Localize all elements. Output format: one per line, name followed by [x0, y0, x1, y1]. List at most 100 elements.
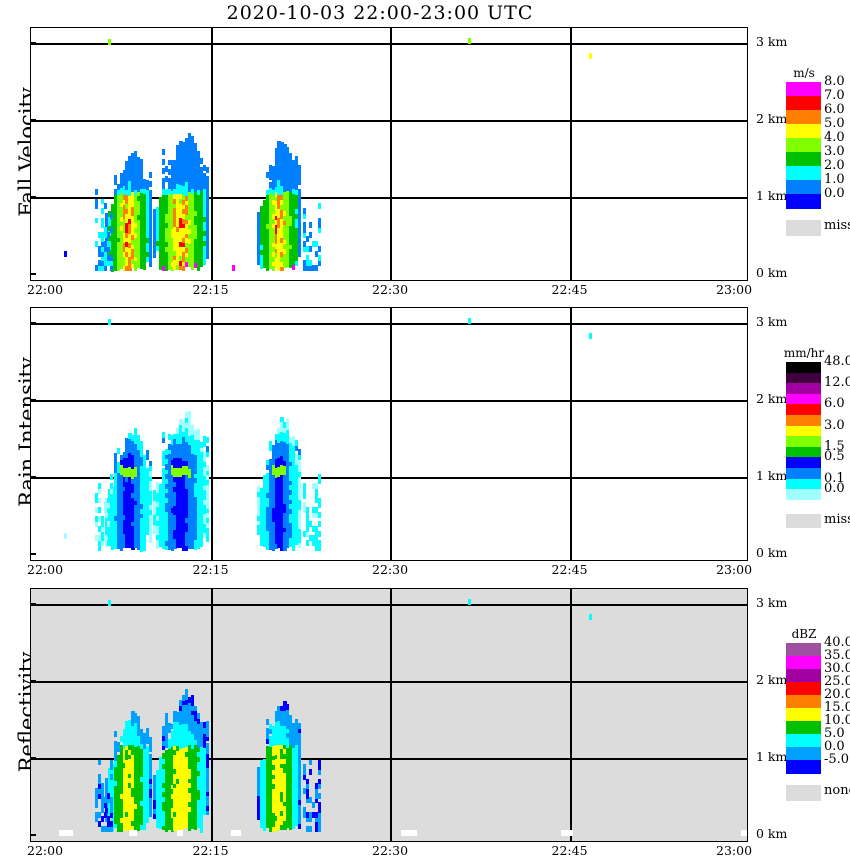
data-cell: [137, 491, 141, 498]
data-cell: [199, 228, 203, 235]
data-cell: [286, 152, 290, 159]
data-cell: [161, 543, 166, 550]
data-cell: [116, 246, 120, 252]
data-cell: [176, 471, 180, 477]
data-cell: [199, 522, 203, 529]
data-cell: [161, 534, 166, 540]
data-cell: [107, 811, 112, 817]
data-cell: [193, 152, 198, 159]
data-cell: [283, 824, 287, 831]
data-cell: [116, 198, 120, 205]
data-cell: [170, 769, 174, 776]
data-cell: [294, 487, 299, 494]
data-cell: [113, 794, 118, 800]
data-cell: [193, 510, 198, 517]
data-cell: [173, 801, 177, 808]
data-cell: [294, 222, 299, 229]
data-cell: [188, 753, 192, 760]
data-cell: [289, 772, 293, 779]
data-cell: [145, 779, 150, 786]
data-cell: [268, 798, 272, 804]
data-cell: [292, 178, 296, 185]
data-cell: [164, 227, 168, 233]
data-cell: [202, 498, 206, 505]
data-cell: [317, 806, 321, 813]
data-cell: [176, 513, 180, 520]
data-cell: [134, 527, 138, 534]
data-cell: [202, 494, 206, 500]
data-cell: [286, 428, 290, 435]
data-cell: [283, 148, 287, 155]
data-cell: [137, 754, 141, 761]
data-cell: [145, 505, 150, 512]
data-cell: [161, 189, 166, 196]
data-cell: [199, 755, 203, 762]
data-cell: [128, 213, 132, 220]
data-cell: [140, 818, 144, 825]
data-cell: [289, 498, 293, 505]
data-cell: [185, 185, 189, 192]
data-cell: [125, 518, 129, 525]
data-cell: [289, 522, 293, 529]
data-cell: [179, 452, 183, 459]
data-cell: [122, 781, 126, 788]
data-cell: [286, 180, 290, 187]
data-cell: [199, 508, 203, 515]
data-cell: [100, 264, 105, 271]
data-cell: [289, 234, 293, 240]
data-cell: [179, 447, 183, 454]
data-cell: [268, 544, 272, 551]
data-cell: [257, 240, 261, 247]
data-cell: [164, 802, 168, 809]
data-cell: [173, 791, 177, 798]
data-cell: [140, 733, 144, 740]
data-cell: [100, 255, 105, 262]
data-cell: [308, 811, 313, 818]
data-cell: [289, 758, 293, 764]
data-cell: [145, 793, 150, 800]
data-cell: [277, 767, 281, 774]
data-cell: [294, 170, 299, 177]
data-cell: [179, 164, 183, 171]
data-cell: [271, 816, 275, 823]
data-cell: [280, 772, 284, 778]
data-cell: [190, 785, 195, 792]
data-cell: [271, 530, 275, 537]
data-cell: [134, 226, 138, 233]
data-cell: [190, 794, 195, 801]
data-cell: [95, 507, 99, 513]
data-cell: [103, 241, 108, 248]
data-cell: [193, 247, 198, 254]
data-cell: [185, 412, 189, 419]
data-cell: [142, 202, 147, 209]
data-cell: [193, 496, 198, 503]
data-cell: [286, 528, 290, 535]
data-cell: [199, 180, 203, 187]
data-cell: [179, 738, 183, 745]
data-cell: [128, 758, 132, 765]
data-cell: [265, 718, 270, 725]
data-cell: [134, 821, 138, 828]
data-cell: [116, 759, 120, 766]
data-cell: [134, 466, 138, 473]
data-cell: [119, 821, 123, 828]
data-cell: [277, 738, 281, 745]
data-cell: [280, 724, 284, 731]
data-cell: [134, 717, 138, 724]
data-cell: [262, 758, 267, 765]
colorbar-swatch-rain-intensity-0: [786, 362, 821, 374]
data-cell: [311, 540, 316, 547]
data-cell: [190, 486, 195, 493]
data-cell: [283, 753, 287, 759]
data-cell: [134, 165, 138, 172]
data-cell: [176, 244, 180, 251]
data-cell: [286, 247, 290, 253]
data-cell: [271, 193, 275, 200]
data-cell: [294, 189, 299, 196]
data-cell: [257, 799, 261, 806]
data-cell: [188, 228, 192, 235]
data-cell: [179, 160, 183, 166]
data-cell: [164, 737, 168, 743]
data-cell: [205, 785, 209, 792]
data-cell: [259, 511, 264, 518]
